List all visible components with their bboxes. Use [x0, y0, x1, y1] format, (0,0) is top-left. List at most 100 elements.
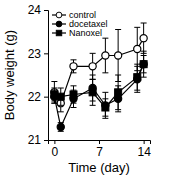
series-line [54, 64, 143, 127]
legend-marker [56, 21, 62, 27]
marker [89, 89, 96, 96]
error-bar-segment [71, 85, 77, 86]
marker [140, 61, 147, 68]
error-bar-segment [102, 92, 108, 93]
error-bar [134, 27, 140, 70]
legend-marker [56, 12, 62, 18]
marker [89, 63, 96, 70]
error-bar [51, 88, 57, 101]
error-bar-segment [102, 118, 108, 119]
tick: 21 [28, 133, 48, 147]
error-bar-segment [141, 23, 147, 24]
error-bar-segment [90, 79, 96, 80]
marker [134, 45, 141, 52]
chart: 0 7 14 21 22 23 24 controldocetaxelNanoxel Time … [0, 0, 191, 180]
error-bar [141, 51, 147, 77]
marker [102, 104, 109, 111]
error-bar-segment [71, 103, 77, 104]
series-line [54, 38, 143, 103]
marker [134, 74, 141, 81]
tick-mark [44, 10, 48, 11]
y-axis: 21 22 23 24 [28, 3, 49, 147]
tick: 22 [28, 90, 48, 104]
marker [57, 123, 64, 130]
marker [140, 61, 147, 68]
series [51, 56, 147, 132]
marker [115, 89, 122, 96]
series [51, 51, 147, 116]
legend-item: Nanoxel [52, 28, 102, 38]
error-bar [90, 53, 96, 79]
tick-mark [54, 140, 55, 144]
error-bar-segment [102, 38, 108, 39]
tick: 0 [52, 140, 59, 159]
tick-label: 7 [96, 145, 103, 159]
axis-line [49, 141, 151, 145]
error-bar-segment [58, 111, 64, 112]
tick: 24 [28, 3, 48, 17]
tick: 14 [137, 140, 151, 159]
error-bar [102, 38, 108, 73]
legend: controldocetaxelNanoxel [52, 10, 108, 38]
tick-label: 0 [52, 145, 59, 159]
error-bar-segment [90, 75, 96, 76]
error-bar [58, 123, 64, 132]
y-axis-title: Body weight (g) [2, 30, 17, 120]
tick-mark [44, 53, 48, 54]
error-bar-segment [134, 90, 140, 91]
error-bar [71, 86, 77, 103]
tick-label: 23 [28, 47, 42, 61]
marker [70, 91, 77, 98]
error-bar-segment [102, 98, 108, 99]
tick: 23 [28, 47, 48, 61]
series [51, 23, 147, 112]
error-bar-segment [134, 92, 140, 93]
error-bar-segment [51, 103, 57, 104]
error-bar-segment [90, 105, 96, 106]
tick-label: 21 [28, 133, 42, 147]
error-bar-segment [115, 75, 121, 76]
marker [57, 93, 64, 100]
x-axis-title: Time (day) [68, 160, 130, 175]
error-bar-segment [71, 107, 77, 108]
error-bar [102, 99, 108, 116]
legend-label: Nanoxel [69, 28, 102, 38]
tick: 7 [96, 140, 103, 159]
error-bar-segment [71, 59, 77, 60]
error-bar-segment [102, 116, 108, 117]
plot: 0 7 14 21 22 23 24 controldocetaxelNanoxel [28, 3, 151, 158]
error-bar [58, 88, 64, 105]
error-bar [102, 92, 108, 118]
error-bar [51, 82, 57, 104]
tick-mark [99, 140, 100, 144]
error-bar-segment [141, 51, 147, 52]
error-bar-segment [58, 88, 64, 89]
marker [115, 52, 122, 59]
x-axis: 0 7 14 [49, 140, 152, 159]
tick-mark [144, 140, 145, 144]
legend-marker [56, 30, 62, 36]
error-bar [115, 30, 121, 82]
error-bar-segment [51, 103, 57, 104]
error-bar-segment [115, 29, 121, 30]
error-bar [115, 75, 121, 110]
tick-label: 22 [28, 90, 42, 104]
tick-mark [44, 97, 48, 98]
series-line [54, 64, 143, 107]
marker [102, 52, 109, 59]
error-bar-segment [90, 53, 96, 54]
tick-mark [44, 140, 48, 141]
error-bar-segment [58, 105, 64, 106]
error-bar [134, 64, 140, 90]
error-bar [51, 90, 57, 103]
marker [70, 63, 77, 70]
error-bar-segment [51, 101, 57, 102]
error-bar-segment [102, 72, 108, 73]
error-bar-segment [115, 109, 121, 110]
error-bar-segment [51, 81, 57, 82]
tick-label: 14 [137, 145, 151, 159]
error-bar-segment [51, 88, 57, 89]
data-layer [51, 23, 147, 131]
error-bar [90, 79, 96, 105]
error-bar-segment [134, 27, 140, 28]
